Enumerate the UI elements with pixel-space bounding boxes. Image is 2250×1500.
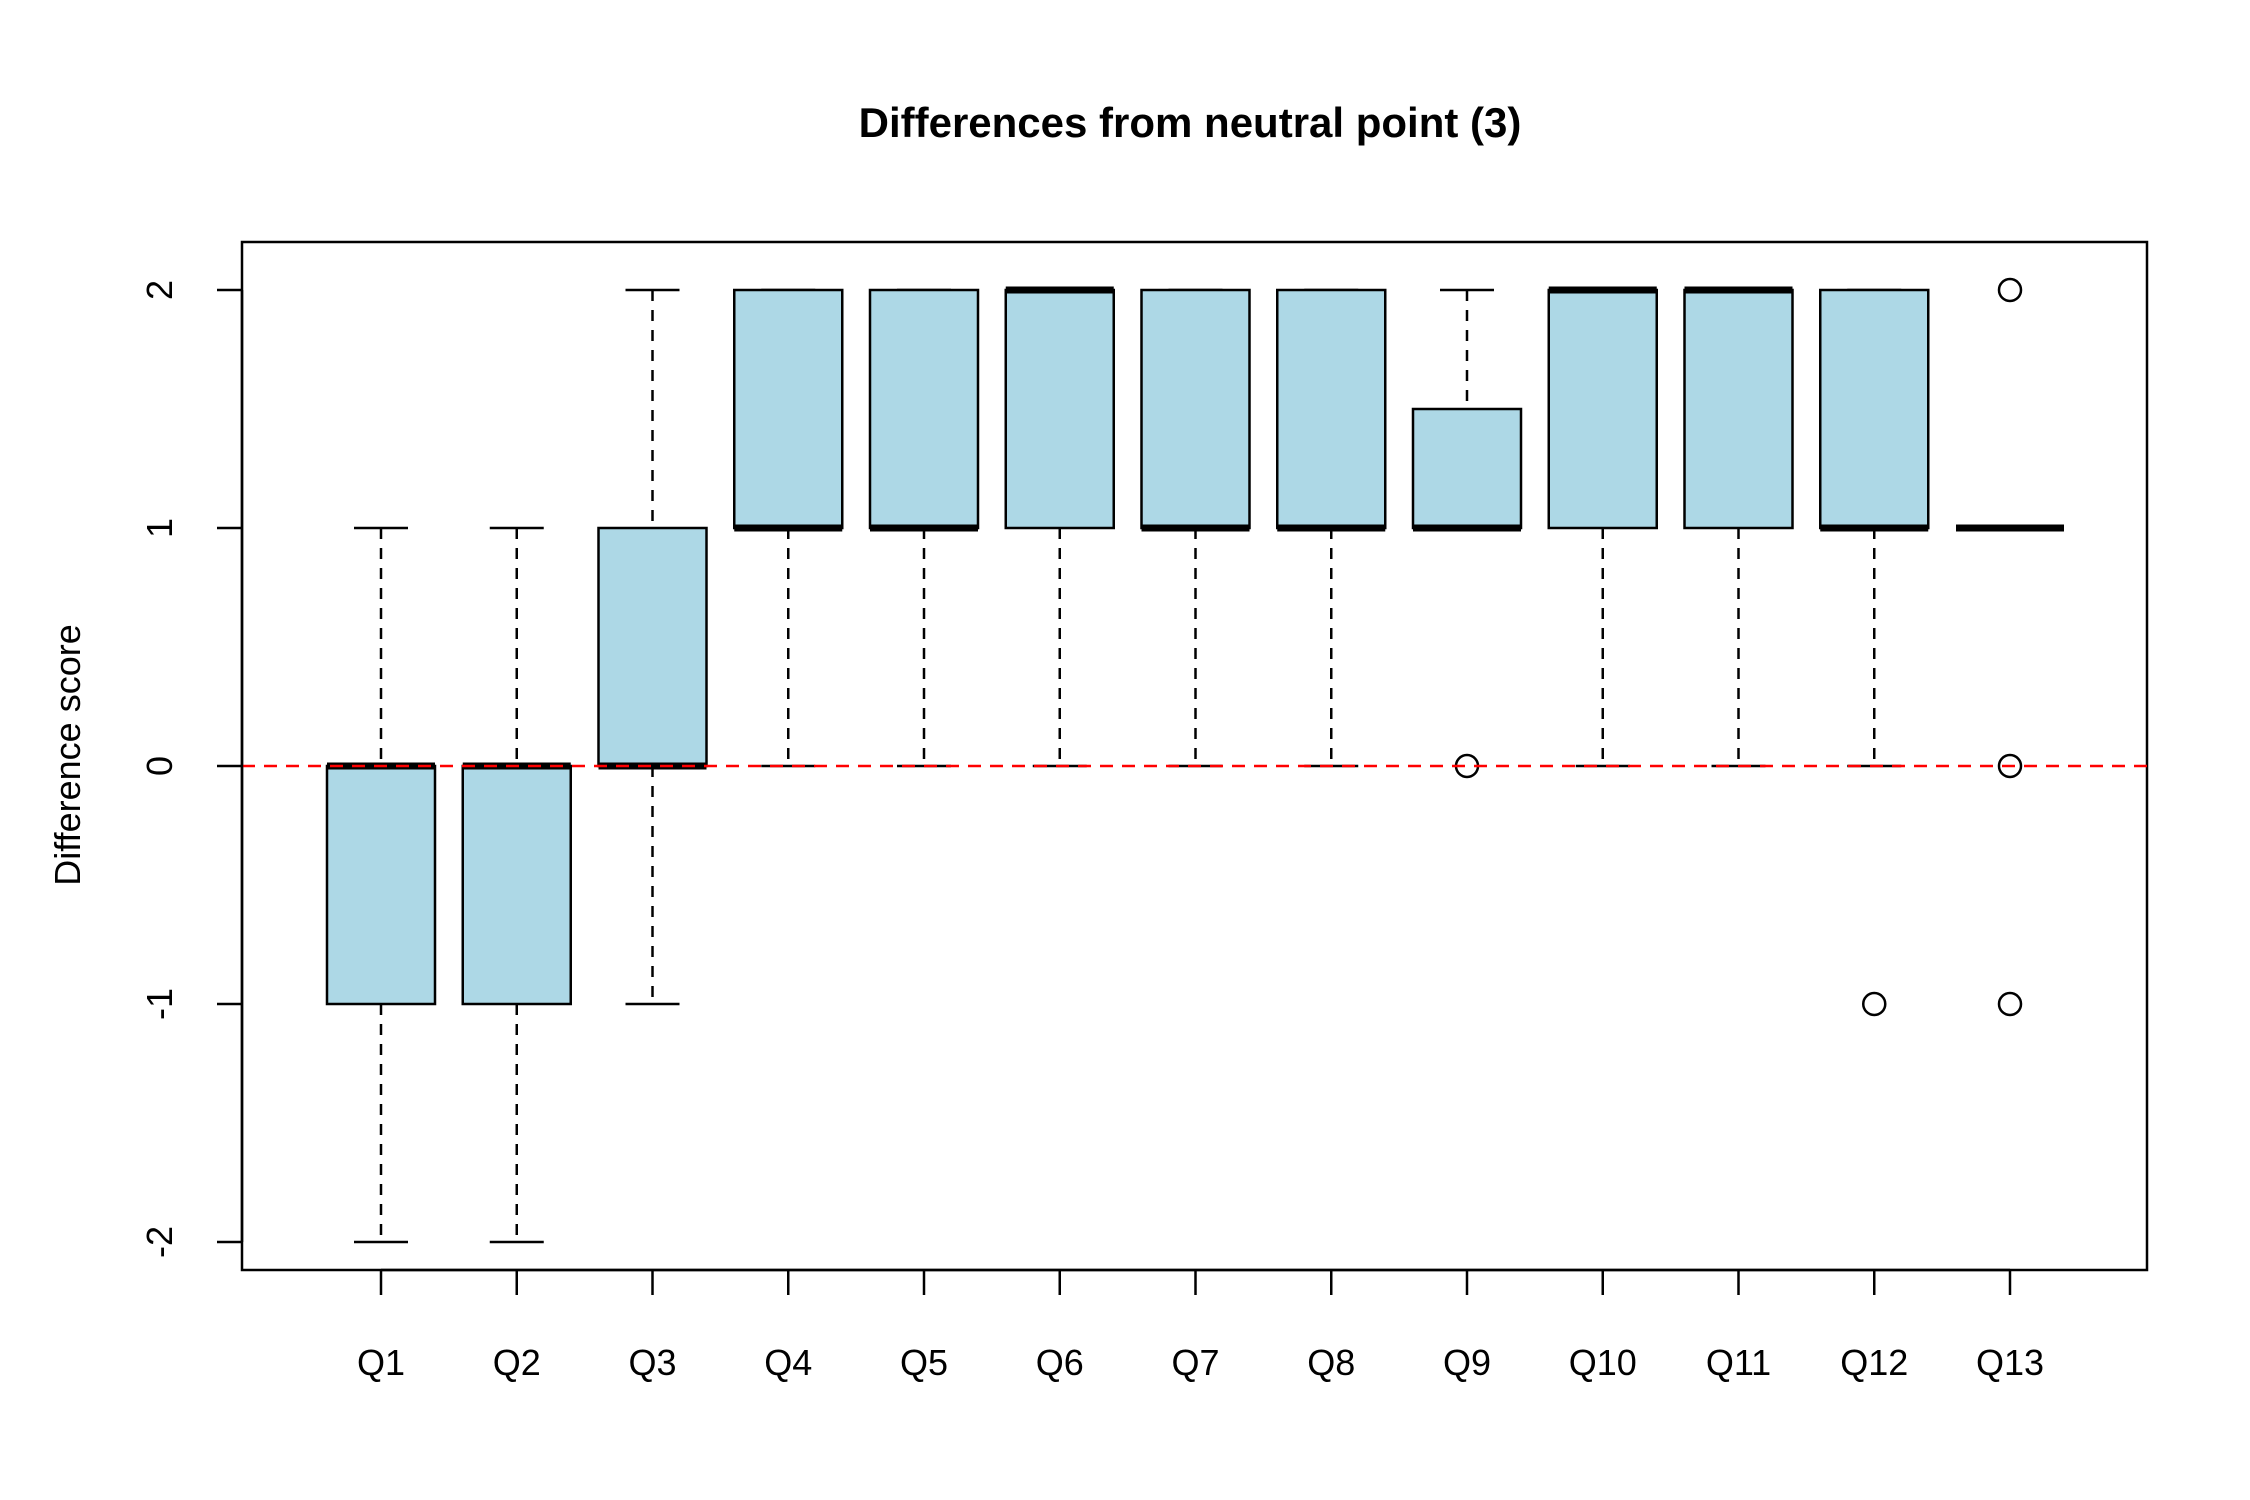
box-q9 [1411,288,1523,779]
x-tick-label: Q9 [1443,1342,1491,1383]
box-q3 [597,288,708,1006]
x-axis: Q1 Q2 Q3 Q4 Q5 Q6 Q7 Q8 Q9 Q10 Q11 Q12 Q13 [357,1268,2044,1383]
x-tick-label: Q2 [493,1342,541,1383]
x-tick-label: Q5 [900,1342,948,1383]
y-axis-label: Difference score [47,624,88,885]
y-tick-label: -2 [139,1226,180,1258]
x-tick-label: Q7 [1171,1342,1219,1383]
plot-layer [242,277,2147,1244]
box-q11 [1683,286,1794,768]
y-tick-label: 2 [139,280,180,300]
box-q12 [1819,288,1930,1017]
box-q6 [1004,286,1115,768]
outlier-point [1862,991,1887,1017]
outlier-point [1997,277,2023,303]
x-tick-label: Q12 [1840,1342,1908,1383]
y-tick-label: 0 [139,756,180,776]
iqr-box [597,526,708,768]
x-tick-label: Q3 [628,1342,676,1383]
box-q2 [461,526,572,1244]
iqr-box [1140,288,1251,530]
y-tick-label: -1 [139,988,180,1020]
x-tick-label: Q10 [1569,1342,1637,1383]
box-q4 [733,288,844,768]
outlier-point [1997,991,2023,1017]
iqr-box [733,288,844,530]
iqr-box [461,764,572,1006]
box-q1 [325,526,437,1244]
box-q10 [1547,286,1658,768]
iqr-box [1004,288,1115,530]
iqr-box [1411,407,1523,530]
y-axis: -2 -1 0 1 2 [139,280,244,1258]
box-q7 [1140,288,1251,768]
outlier-point [1997,753,2023,779]
y-tick-label: 1 [139,518,180,538]
x-tick-label: Q4 [764,1342,812,1383]
iqr-box [868,288,980,530]
box-q8 [1276,288,1387,768]
x-tick-label: Q1 [357,1342,405,1383]
x-tick-label: Q6 [1036,1342,1084,1383]
x-tick-label: Q11 [1706,1342,1771,1383]
x-tick-label: Q13 [1976,1342,2044,1383]
iqr-box [1683,288,1794,530]
iqr-box [1547,288,1658,530]
x-tick-label: Q8 [1307,1342,1355,1383]
iqr-box [1276,288,1387,530]
chart-title: Differences from neutral point (3) [859,99,1522,146]
iqr-box [1819,288,1930,530]
box-q13 [1956,277,2064,1017]
iqr-box [325,764,437,1006]
box-q5 [868,288,980,768]
